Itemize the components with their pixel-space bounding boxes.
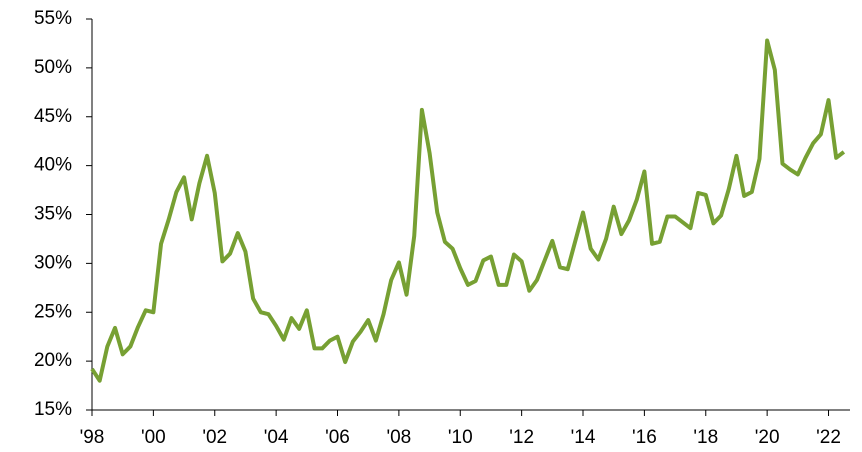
x-tick-label: '00 [141,427,166,448]
x-tick-label: '98 [80,427,105,448]
line [90,38,846,383]
y-tick-label: 35% [34,204,72,225]
x-tick-label: '16 [632,427,657,448]
x-tick-label: '18 [693,427,718,448]
x-tick-label: '08 [386,427,411,448]
x-tick-label: '04 [264,427,289,448]
x-tick-label: '10 [448,427,473,448]
y-tick-label: 50% [34,57,72,78]
y-tick-label: 20% [34,350,72,371]
x-tick-label: '14 [571,427,596,448]
x-tick-label: '12 [509,427,534,448]
x-tick-label: '22 [816,427,841,448]
y-tick-label: 40% [34,155,72,176]
y-tick-label: 45% [34,106,72,127]
x-tick-label: '20 [755,427,780,448]
y-tick-label: 30% [34,252,72,273]
y-tick-label: 15% [34,399,72,420]
y-tick-label: 55% [34,8,72,29]
x-tick-label: '02 [202,427,227,448]
y-tick-label: 25% [34,301,72,322]
x-tick-label: '06 [325,427,350,448]
